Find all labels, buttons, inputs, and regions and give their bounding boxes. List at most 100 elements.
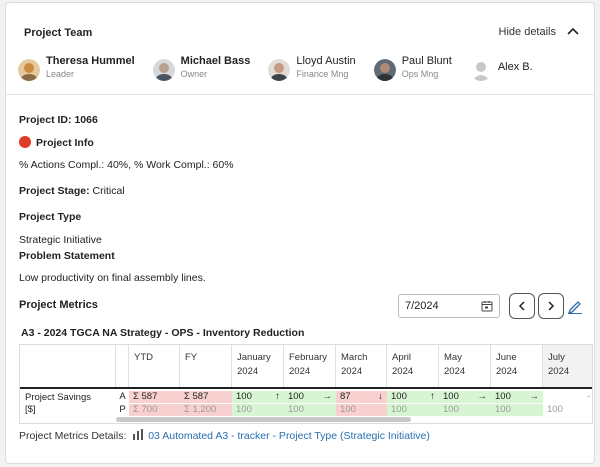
trend-down-icon: ↓: [378, 391, 383, 402]
next-month-button[interactable]: [538, 293, 564, 319]
member-name: Paul Blunt: [401, 55, 452, 67]
pencil-icon[interactable]: [567, 298, 583, 314]
month-year: 2024: [237, 366, 259, 377]
planned-ytd: Σ 700: [129, 404, 180, 416]
team-member[interactable]: Lloyd Austin Finance Mng: [268, 55, 356, 81]
metrics-grid: YTD FY January 2024 February 2024 March 202…: [19, 344, 593, 424]
header-separator: [20, 387, 592, 389]
header-month: January 2024: [232, 345, 284, 388]
month-name: May: [444, 352, 462, 363]
avatar: [268, 59, 291, 81]
actual-value: 100: [391, 391, 407, 402]
month-name: April: [392, 352, 412, 363]
project-stage-label: Project Stage:: [19, 185, 90, 197]
header-ytd: YTD: [129, 345, 180, 388]
bar-chart-icon: [133, 429, 144, 440]
metrics-details-link[interactable]: 03 Automated A3 - tracker - Project Type…: [148, 430, 430, 442]
trend-flat-icon: →: [529, 391, 540, 402]
month-name: July: [548, 352, 565, 363]
horizontal-scrollbar[interactable]: [116, 417, 411, 422]
chevron-left-icon: [518, 301, 525, 311]
project-info: Project Info: [19, 136, 94, 149]
actual-value: 100: [288, 391, 304, 402]
header-month-current: July 2024: [543, 345, 592, 388]
project-stage-value: Critical: [92, 185, 125, 197]
actual-cell: 100 →: [491, 391, 543, 403]
prev-month-button[interactable]: [509, 293, 535, 319]
planned-cell: 100: [284, 404, 336, 416]
planned-cell: 100: [232, 404, 284, 416]
project-panel: Project Team Hide details Theresa Hummel…: [5, 2, 595, 464]
trend-flat-icon: →: [477, 391, 488, 402]
problem-statement-value: Low productivity on final assembly lines…: [19, 272, 206, 284]
row-label-unit: [$]: [25, 404, 36, 415]
member-name: Michael Bass: [180, 55, 251, 67]
avatar: [373, 59, 396, 81]
team-member[interactable]: Michael Bass Owner: [152, 55, 251, 81]
calendar-icon[interactable]: [481, 300, 493, 312]
month-year: 2024: [289, 366, 311, 377]
member-role: Finance Mng: [296, 69, 349, 79]
team-title: Project Team: [24, 27, 93, 39]
header-month: February 2024: [284, 345, 336, 388]
team-members: Theresa Hummel Leader Michael Bass Owner…: [18, 55, 551, 81]
planned-cell: 100: [491, 404, 543, 416]
hide-details-button[interactable]: Hide details: [499, 25, 580, 39]
actual-cell: -: [586, 391, 590, 402]
header-month: May 2024: [439, 345, 491, 388]
project-id-value: 1066: [74, 114, 98, 126]
planned-cell: 100: [547, 404, 563, 415]
planned-cell: 100: [387, 404, 439, 416]
member-role: Leader: [46, 69, 75, 79]
month-year: 2024: [548, 366, 570, 377]
trend-up-icon: ↑: [430, 391, 435, 402]
project-type-label: Project Type: [19, 211, 82, 223]
metrics-details: Project Metrics Details: 03 Automated A3…: [19, 429, 430, 442]
header-blank: [20, 345, 116, 388]
date-picker[interactable]: 7/2024: [398, 294, 500, 318]
month-name: February: [289, 352, 328, 363]
strategy-title: A3 - 2024 TGCA NA Strategy - OPS - Inven…: [21, 327, 305, 339]
team-member[interactable]: Paul Blunt Ops Mng: [373, 55, 452, 81]
planned-fy: Σ 1,200: [180, 404, 232, 416]
trend-flat-icon: →: [322, 391, 333, 402]
problem-statement-label: Problem Statement: [19, 250, 115, 262]
month-year: 2024: [392, 366, 414, 377]
actual-cell: 100 →: [439, 391, 491, 403]
trend-up-icon: ↑: [275, 391, 280, 402]
actual-marker: A: [119, 391, 126, 402]
row-label-name: Project Savings: [25, 392, 92, 403]
team-member[interactable]: Theresa Hummel Leader: [18, 55, 135, 81]
month-name: January: [237, 352, 271, 363]
header-month: March 2024: [336, 345, 387, 388]
completion-text: % Actions Compl.: 40%, % Work Compl.: 60…: [19, 159, 234, 171]
actual-cell: 100 →: [284, 391, 336, 403]
member-role: Ops Mng: [401, 69, 439, 79]
planned-marker: P: [119, 404, 126, 415]
metrics-title: Project Metrics: [19, 299, 98, 311]
project-id-label: Project ID:: [19, 114, 72, 126]
month-name: June: [496, 352, 517, 363]
month-year: 2024: [496, 366, 518, 377]
row-label: Project Savings [$]: [25, 392, 91, 416]
header-blank: [116, 345, 129, 388]
actual-fy: Σ 587: [180, 391, 232, 403]
team-member[interactable]: Alex B.: [470, 55, 533, 81]
member-name: Theresa Hummel: [46, 55, 135, 67]
chevron-up-icon: [567, 27, 579, 35]
avatar: [152, 59, 175, 81]
user-placeholder-icon: [471, 62, 490, 81]
actual-cell: 100 ↑: [387, 391, 439, 403]
chevron-right-icon: [548, 301, 555, 311]
hide-details-label: Hide details: [498, 26, 556, 38]
date-value: 7/2024: [405, 300, 439, 312]
status-dot-icon: [19, 136, 31, 148]
project-stage: Project Stage: Critical: [19, 185, 125, 197]
project-id: Project ID: 1066: [19, 114, 98, 126]
metrics-details-label: Project Metrics Details:: [19, 430, 127, 442]
project-team-section: Project Team Hide details Theresa Hummel…: [6, 3, 594, 95]
actual-value: 100: [236, 391, 252, 402]
actual-value: 100: [495, 391, 511, 402]
month-year: 2024: [444, 366, 466, 377]
month-year: 2024: [341, 366, 363, 377]
